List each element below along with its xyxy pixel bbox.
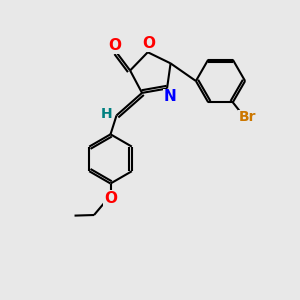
Text: Br: Br <box>238 110 256 124</box>
Text: O: O <box>109 38 122 53</box>
Text: O: O <box>104 191 117 206</box>
Text: O: O <box>143 36 156 51</box>
Text: N: N <box>164 89 176 104</box>
Text: H: H <box>101 107 113 121</box>
